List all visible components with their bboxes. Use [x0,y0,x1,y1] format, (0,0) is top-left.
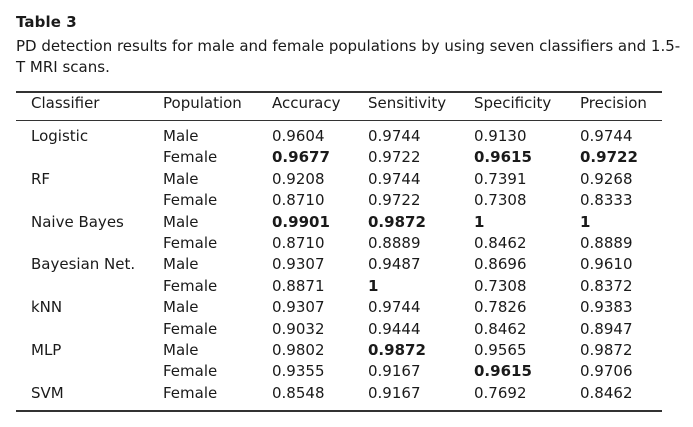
cell-population: Male [163,341,199,359]
cell-population: Male [163,127,199,145]
cell-specificity: 0.7391 [474,169,527,188]
cell-specificity: 0.9130 [474,127,527,145]
cell-population: Female [163,148,218,167]
cell-population: Male [163,298,199,317]
cell-precision: 0.9706 [580,362,633,381]
cell-classifier: SVM [31,383,64,402]
cell-accuracy: 0.9901 [272,212,330,231]
header-population: Population [163,94,242,112]
cell-accuracy: 0.9307 [272,255,325,274]
cell-specificity: 0.8462 [474,234,527,252]
cell-precision: 0.9872 [580,341,633,359]
cell-population: Male [163,169,199,188]
cell-population: Male [163,212,199,231]
cell-accuracy: 0.8548 [272,383,325,402]
header-classifier: Classifier [31,94,100,112]
cell-precision: 0.8372 [580,276,633,295]
cell-population: Female [163,319,218,338]
cell-population: Female [163,191,218,210]
cell-accuracy: 0.9802 [272,341,325,359]
cell-sensitivity: 1 [368,276,379,295]
cell-precision: 1 [580,212,591,231]
cell-precision: 0.8889 [580,234,633,252]
bottom-rule [16,410,662,412]
cell-precision: 0.9610 [580,255,633,274]
cell-specificity: 1 [474,212,485,231]
top-rule [16,91,662,93]
header-sensitivity: Sensitivity [368,94,447,112]
cell-classifier: MLP [31,341,62,359]
table-caption: PD detection results for male and female… [16,37,681,76]
table-label: Table 3 [16,13,77,31]
cell-sensitivity: 0.9872 [368,341,426,359]
cell-classifier: Naive Bayes [31,212,124,231]
cell-population: Female [163,383,218,402]
cell-population: Female [163,362,218,381]
cell-precision: 0.8333 [580,191,633,210]
cell-classifier: Bayesian Net. [31,255,136,274]
cell-sensitivity: 0.9744 [368,127,421,145]
cell-precision: 0.9383 [580,298,633,317]
cell-population: Male [163,255,199,274]
cell-population: Female [163,276,218,295]
cell-precision: 0.8462 [580,383,633,402]
cell-sensitivity: 0.9722 [368,148,421,167]
cell-specificity: 0.9565 [474,341,527,359]
cell-accuracy: 0.9032 [272,319,325,338]
cell-specificity: 0.9615 [474,362,532,381]
cell-accuracy: 0.9604 [272,127,325,145]
cell-sensitivity: 0.9744 [368,169,421,188]
cell-classifier: kNN [31,298,63,317]
cell-sensitivity: 0.9167 [368,362,421,381]
header-accuracy: Accuracy [272,94,341,112]
cell-sensitivity: 0.9487 [368,255,421,274]
cell-population: Female [163,234,218,252]
cell-accuracy: 0.9677 [272,148,330,167]
cell-sensitivity: 0.9167 [368,383,421,402]
header-specificity: Specificity [474,94,552,112]
cell-sensitivity: 0.9444 [368,319,421,338]
cell-accuracy: 0.9307 [272,298,325,317]
cell-specificity: 0.9615 [474,148,532,167]
cell-sensitivity: 0.9722 [368,191,421,210]
cell-precision: 0.9268 [580,169,633,188]
cell-specificity: 0.7826 [474,298,527,317]
cell-precision: 0.9722 [580,148,638,167]
cell-accuracy: 0.8710 [272,234,325,252]
cell-specificity: 0.7308 [474,191,527,210]
cell-sensitivity: 0.8889 [368,234,421,252]
cell-specificity: 0.8696 [474,255,527,274]
cell-classifier: Logistic [31,127,89,145]
cell-accuracy: 0.8871 [272,276,325,295]
cell-sensitivity: 0.9872 [368,212,426,231]
cell-specificity: 0.7308 [474,276,527,295]
header-precision: Precision [580,94,647,112]
cell-accuracy: 0.9208 [272,169,325,188]
cell-accuracy: 0.8710 [272,191,325,210]
header-rule [16,120,662,121]
cell-sensitivity: 0.9744 [368,298,421,317]
cell-accuracy: 0.9355 [272,362,325,381]
cell-precision: 0.9744 [580,127,633,145]
cell-specificity: 0.8462 [474,319,527,338]
cell-precision: 0.8947 [580,319,633,338]
cell-classifier: RF [31,169,51,188]
cell-specificity: 0.7692 [474,383,527,402]
